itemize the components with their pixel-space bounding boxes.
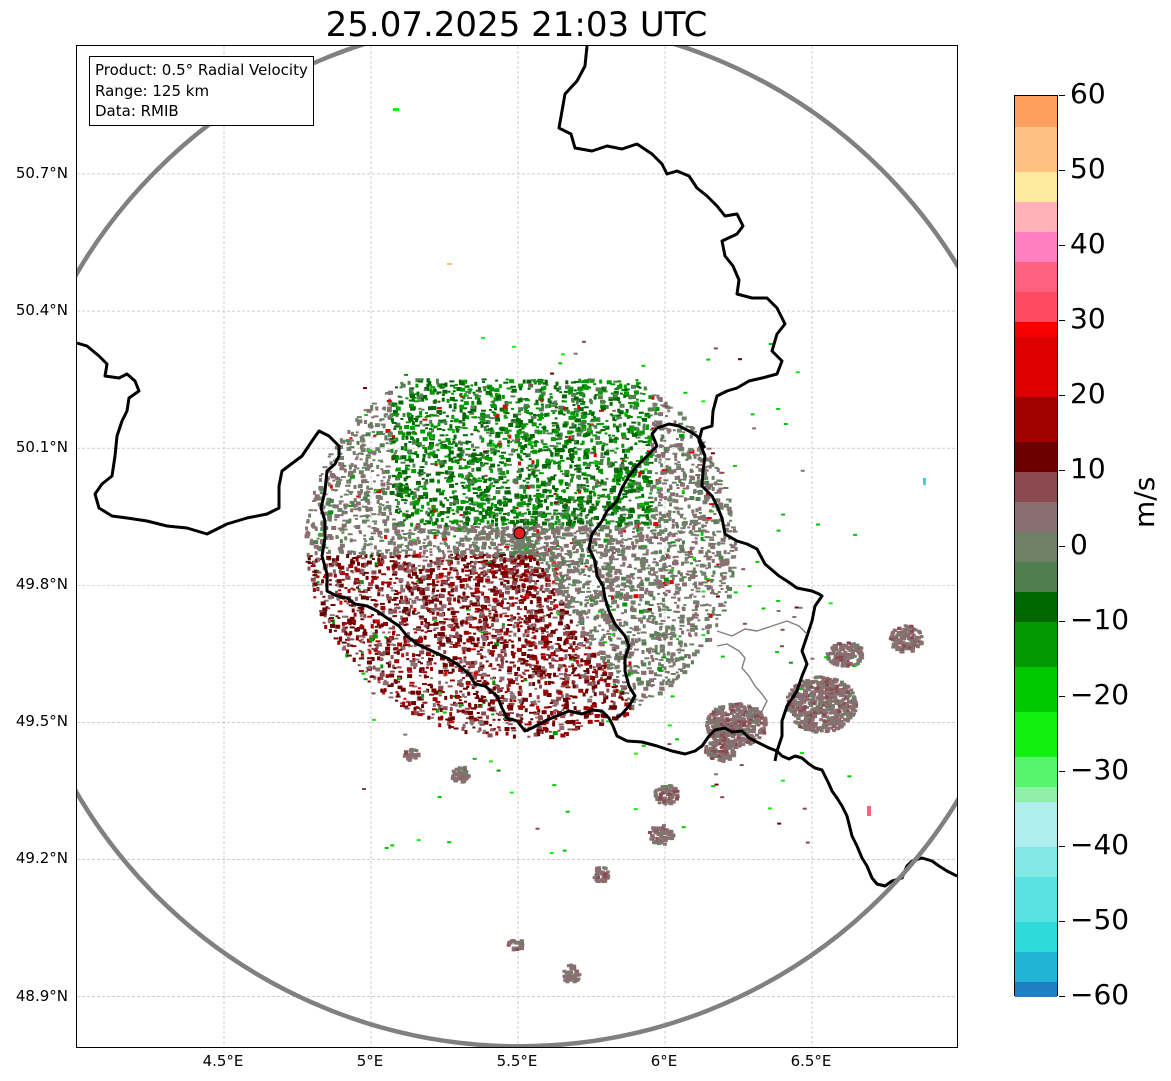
colorbar-segment bbox=[1015, 981, 1057, 998]
country-borders bbox=[77, 46, 957, 888]
colorbar-segment bbox=[1015, 126, 1057, 172]
longitude-label: 6.5°E bbox=[790, 1052, 832, 1070]
colorbar-segment bbox=[1015, 171, 1057, 202]
colorbar-segment bbox=[1015, 396, 1057, 442]
colorbar-segment bbox=[1015, 471, 1057, 502]
colorbar-segment bbox=[1015, 666, 1057, 713]
colorbar-segment bbox=[1015, 921, 1057, 953]
graticule bbox=[77, 46, 957, 1047]
radial-velocity-echoes bbox=[304, 108, 926, 984]
colorbar-tick-label: 50 bbox=[1070, 152, 1106, 186]
colorbar-tick bbox=[1059, 545, 1065, 547]
colorbar-segment bbox=[1015, 441, 1057, 472]
colorbar-tick bbox=[1059, 996, 1065, 997]
product-label: Product: 0.5° Radial Velocity bbox=[95, 61, 308, 79]
colorbar-segment bbox=[1015, 951, 1057, 983]
colorbar-segment bbox=[1015, 336, 1057, 397]
latitude-label: 49.8°N bbox=[15, 575, 68, 594]
range-label: Range: 125 km bbox=[95, 81, 210, 100]
colorbar-tick bbox=[1059, 395, 1065, 397]
colorbar-segment bbox=[1015, 711, 1057, 758]
latitude-label: 50.1°N bbox=[15, 438, 68, 457]
colorbar-tick-label: 0 bbox=[1070, 527, 1088, 561]
radar-site-marker[interactable] bbox=[513, 527, 526, 540]
colorbar-segment bbox=[1015, 591, 1057, 623]
data-source-label: Data: RMIB bbox=[95, 102, 179, 120]
colorbar-tick-label: 10 bbox=[1070, 452, 1106, 486]
colorbar-segment bbox=[1015, 321, 1057, 337]
colorbar-unit: m/s bbox=[1128, 476, 1161, 528]
colorbar-tick-label: −50 bbox=[1070, 902, 1130, 936]
border-luxembourg bbox=[587, 427, 659, 720]
colorbar-segment bbox=[1015, 846, 1057, 878]
map-title: 25.07.2025 21:03 UTC bbox=[325, 5, 708, 45]
product-info-box: Product: 0.5° Radial Velocity Range: 125… bbox=[89, 56, 314, 126]
longitude-label: 4.5°E bbox=[202, 1052, 244, 1070]
colorbar-tick-label: −40 bbox=[1070, 827, 1130, 861]
latitude-label: 49.5°N bbox=[15, 712, 68, 731]
latitude-label: 48.9°N bbox=[15, 986, 68, 1005]
colorbar-tick-label: 40 bbox=[1070, 227, 1106, 261]
colorbar-tick-label: 30 bbox=[1070, 302, 1106, 336]
longitude-label: 5°E bbox=[356, 1052, 384, 1070]
colorbar-tick bbox=[1059, 845, 1065, 847]
colorbar-tick bbox=[1059, 470, 1065, 472]
colorbar-segment bbox=[1015, 786, 1057, 803]
border-belgium-luxembourg-north bbox=[656, 422, 707, 449]
colorbar-tick-label: −60 bbox=[1070, 978, 1130, 1011]
latitude-label: 50.7°N bbox=[15, 163, 68, 182]
colorbar-segment bbox=[1015, 501, 1057, 532]
border-belgium-france bbox=[77, 341, 957, 888]
colorbar-tick-label: −20 bbox=[1070, 677, 1130, 711]
radar-map[interactable] bbox=[76, 45, 958, 1048]
colorbar-segment bbox=[1015, 201, 1057, 232]
latitude-label: 50.4°N bbox=[15, 301, 68, 320]
border-german-states bbox=[716, 620, 808, 721]
colorbar-tick-label: −10 bbox=[1070, 602, 1130, 636]
colorbar-segment bbox=[1015, 231, 1057, 262]
colorbar-segment bbox=[1015, 96, 1057, 127]
colorbar-segment bbox=[1015, 621, 1057, 668]
colorbar-segment bbox=[1015, 531, 1057, 562]
latitude-label: 49.2°N bbox=[15, 849, 68, 868]
colorbar-tick bbox=[1059, 95, 1065, 96]
colorbar-tick bbox=[1059, 695, 1065, 697]
colorbar-tick bbox=[1059, 920, 1065, 922]
radar-range-ring bbox=[77, 46, 957, 1047]
colorbar-tick bbox=[1059, 245, 1065, 247]
colorbar-segment bbox=[1015, 756, 1057, 788]
colorbar-tick-label: −30 bbox=[1070, 752, 1130, 786]
colorbar-tick bbox=[1059, 770, 1065, 772]
colorbar-segment bbox=[1015, 876, 1057, 923]
colorbar-segment bbox=[1015, 261, 1057, 292]
colorbar-tick-label: 20 bbox=[1070, 377, 1106, 411]
longitude-label: 5.5°E bbox=[496, 1052, 538, 1070]
colorbar-segment bbox=[1015, 291, 1057, 322]
colorbar-tick bbox=[1059, 170, 1065, 172]
border-germany bbox=[557, 46, 824, 762]
velocity-colorbar bbox=[1014, 95, 1058, 998]
colorbar-tick-label: 60 bbox=[1070, 77, 1106, 110]
longitude-label: 6°E bbox=[650, 1052, 678, 1070]
colorbar-segment bbox=[1015, 801, 1057, 848]
colorbar-tick bbox=[1059, 620, 1065, 622]
colorbar-tick bbox=[1059, 320, 1065, 322]
colorbar-segment bbox=[1015, 561, 1057, 593]
